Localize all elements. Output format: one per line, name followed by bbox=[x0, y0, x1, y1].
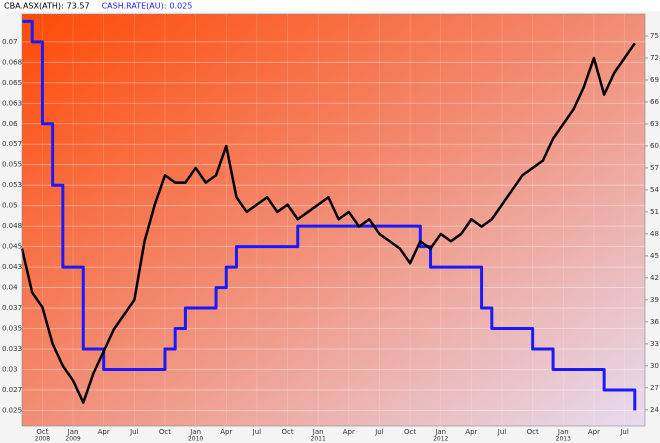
y-tick-label: 0.057 bbox=[2, 140, 22, 148]
y2-tick-label: 45 bbox=[650, 252, 659, 260]
series-line bbox=[20, 42, 636, 404]
y2-tick-label: 60 bbox=[650, 142, 659, 150]
x-tick-label: Jan bbox=[312, 428, 324, 436]
y2-tick-label: 51 bbox=[650, 208, 659, 216]
x-year-label: 2011 bbox=[311, 436, 326, 443]
y2-tick-label: 42 bbox=[650, 274, 659, 282]
x-tick-label: Jan bbox=[67, 428, 79, 436]
header-bar bbox=[0, 0, 660, 11]
x-tick-label: Apr bbox=[220, 428, 232, 436]
x-tick-label: Jan bbox=[189, 428, 201, 436]
x-tick-label: Jul bbox=[252, 428, 262, 436]
x-tick-label: Oct bbox=[527, 428, 539, 436]
x-year-label: 2013 bbox=[556, 436, 571, 443]
header-value: 0.025 bbox=[169, 2, 192, 11]
y2-tick-label: 39 bbox=[650, 296, 659, 304]
x-year-label: 2012 bbox=[433, 436, 448, 443]
y2-tick-label: 72 bbox=[650, 54, 659, 62]
y-tick-label: 0.043 bbox=[2, 263, 22, 271]
x-tick-label: Oct bbox=[281, 428, 293, 436]
header-value: 73.57 bbox=[67, 2, 90, 11]
x-year-label: 2009 bbox=[65, 436, 80, 443]
x-tick-label: Jul bbox=[619, 428, 629, 436]
x-tick-label: Jul bbox=[497, 428, 507, 436]
y-tick-label: 0.048 bbox=[2, 222, 22, 230]
y-tick-label: 0.05 bbox=[2, 202, 18, 210]
y-tick-label: 0.053 bbox=[2, 181, 22, 189]
x-tick-label: Apr bbox=[343, 428, 355, 436]
y2-tick-label: 24 bbox=[650, 406, 659, 414]
y2-tick-label: 63 bbox=[650, 120, 659, 128]
y-tick-label: 0.04 bbox=[2, 284, 18, 292]
x-tick-label: Oct bbox=[159, 428, 171, 436]
x-tick-label: Jul bbox=[129, 428, 139, 436]
plot-area bbox=[22, 14, 645, 426]
y-tick-label: 0.025 bbox=[2, 406, 22, 414]
y2-tick-label: 27 bbox=[650, 384, 659, 392]
y-tick-label: 0.033 bbox=[2, 345, 22, 353]
header-label: CASH.RATE(AU): bbox=[102, 2, 167, 11]
x-tick-label: Jan bbox=[434, 428, 446, 436]
x-year-label: 2010 bbox=[188, 436, 203, 443]
y-tick-label: 0.037 bbox=[2, 304, 22, 312]
y2-tick-label: 57 bbox=[650, 164, 659, 172]
header-label: CBA.ASX(ATH): bbox=[4, 2, 64, 11]
x-tick-label: Jul bbox=[374, 428, 384, 436]
x-tick-label: Apr bbox=[588, 428, 600, 436]
y-tick-label: 0.068 bbox=[2, 58, 22, 66]
y2-tick-label: 33 bbox=[650, 340, 659, 348]
y2-tick-label: 66 bbox=[650, 98, 659, 106]
x-year-label: 2008 bbox=[35, 436, 50, 443]
plot-border bbox=[21, 13, 646, 427]
y2-tick-label: 36 bbox=[650, 318, 659, 326]
y-tick-label: 0.027 bbox=[2, 386, 22, 394]
x-tick-label: Oct bbox=[404, 428, 416, 436]
y-tick-label: 0.06 bbox=[2, 120, 18, 128]
y-tick-label: 0.07 bbox=[2, 38, 18, 46]
series-line bbox=[22, 19, 637, 411]
x-tick-label: Apr bbox=[465, 428, 477, 436]
y-tick-label: 0.065 bbox=[2, 79, 22, 87]
y-tick-label: 0.063 bbox=[2, 99, 22, 107]
y2-tick-label: 69 bbox=[650, 76, 659, 84]
y-tick-label: 0.035 bbox=[2, 325, 22, 333]
y2-tick-label: 48 bbox=[650, 230, 659, 238]
y-tick-label: 0.045 bbox=[2, 243, 22, 251]
y-tick-label: 0.03 bbox=[2, 365, 18, 373]
x-tick-label: Jan bbox=[557, 428, 569, 436]
y2-tick-label: 54 bbox=[650, 186, 659, 194]
y2-tick-label: 30 bbox=[650, 362, 659, 370]
x-tick-label: Apr bbox=[98, 428, 110, 436]
y2-tick-label: 75 bbox=[650, 32, 659, 40]
x-tick-label: Oct bbox=[36, 428, 48, 436]
y-tick-label: 0.055 bbox=[2, 161, 22, 169]
